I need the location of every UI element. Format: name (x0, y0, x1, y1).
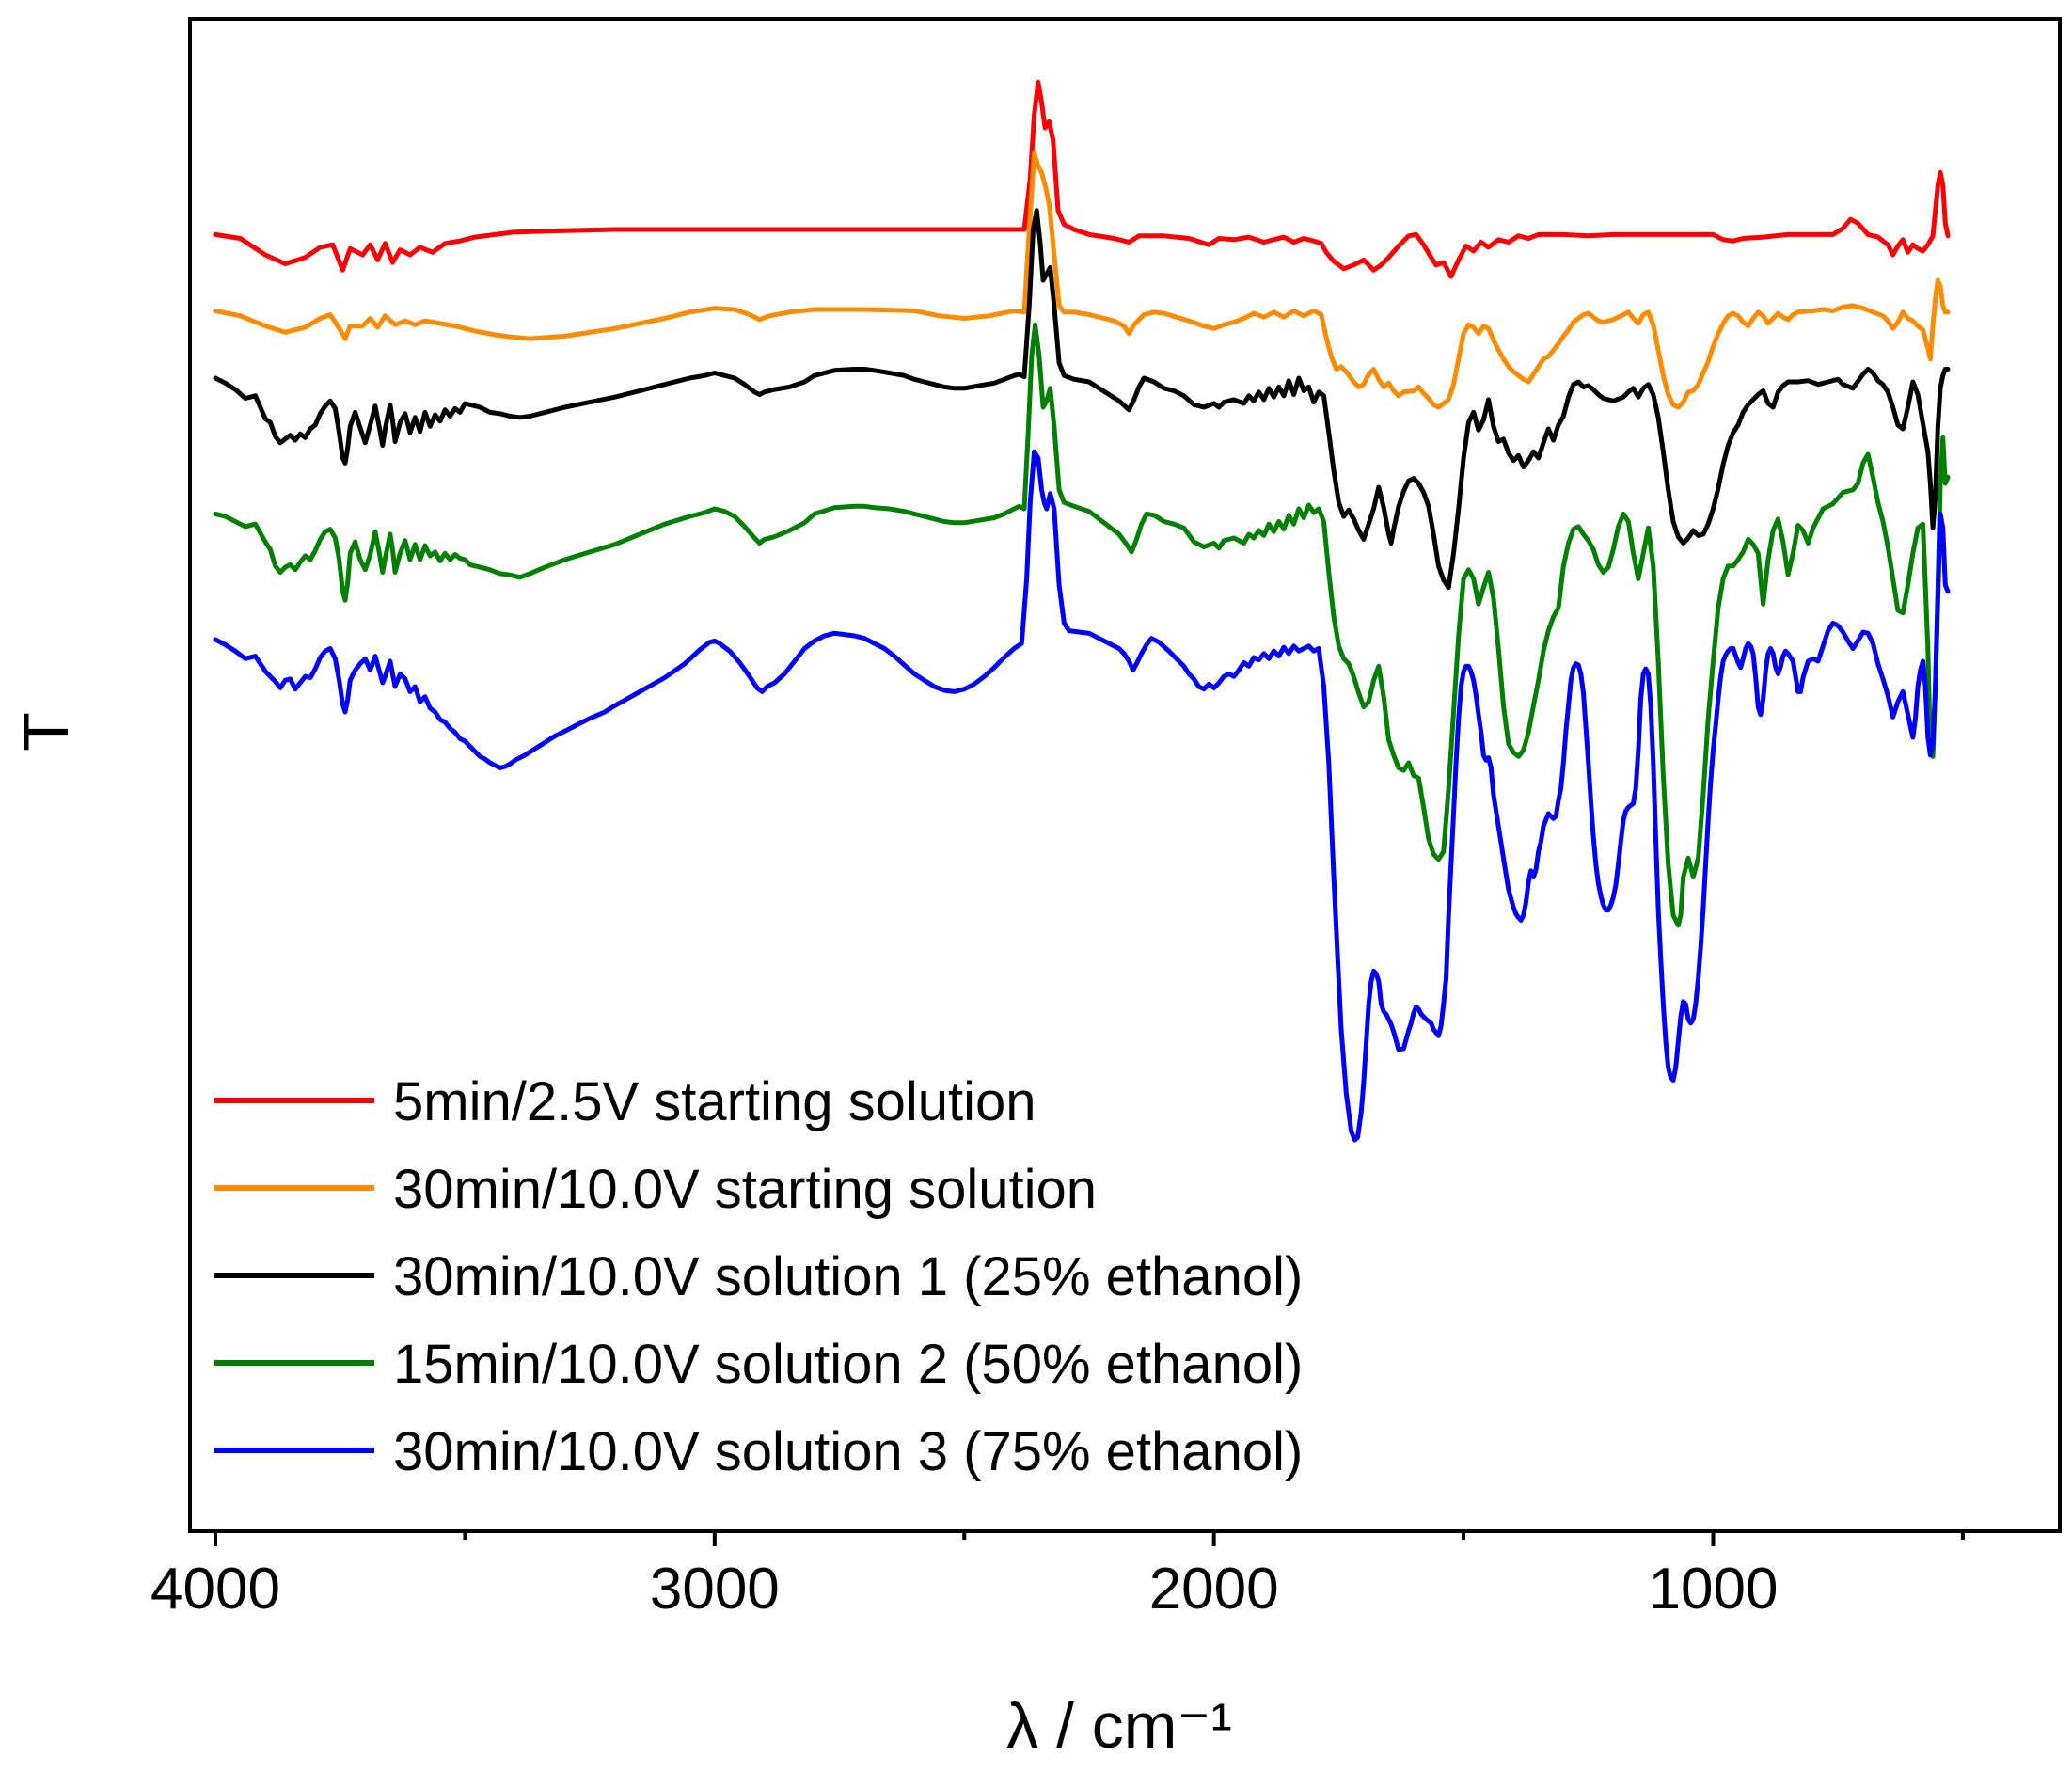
legend-label-1: 5min/2.5V starting solution (393, 1071, 1036, 1132)
legend-label-2: 30min/10.0V starting solution (393, 1159, 1097, 1220)
x-tick-label: 4000 (150, 1557, 280, 1622)
x-axis-ticks: 4000 3000 2000 1000 (150, 1531, 1965, 1622)
series-line-5 (213, 449, 1951, 1143)
legend: 5min/2.5V starting solution 30min/10.0V s… (214, 1071, 1303, 1482)
series-group (213, 79, 1951, 1143)
x-axis-title: λ / cm⁻¹ (1006, 1690, 1232, 1762)
x-tick-label: 2000 (1149, 1557, 1279, 1622)
legend-label-5: 30min/10.0V solution 3 (75% ethanol) (393, 1421, 1303, 1482)
legend-label-4: 15min/10.0V solution 2 (50% ethanol) (393, 1334, 1303, 1395)
series-line-3 (213, 208, 1951, 591)
plot-frame (188, 17, 2062, 1533)
y-axis-title: T (10, 712, 82, 752)
series-line-4 (213, 322, 1951, 928)
x-tick-label: 1000 (1649, 1557, 1779, 1622)
series-line-1 (213, 79, 1951, 279)
x-tick-label: 3000 (650, 1557, 780, 1622)
legend-label-3: 30min/10.0V solution 1 (25% ethanol) (393, 1246, 1303, 1307)
series-line-2 (213, 150, 1951, 410)
